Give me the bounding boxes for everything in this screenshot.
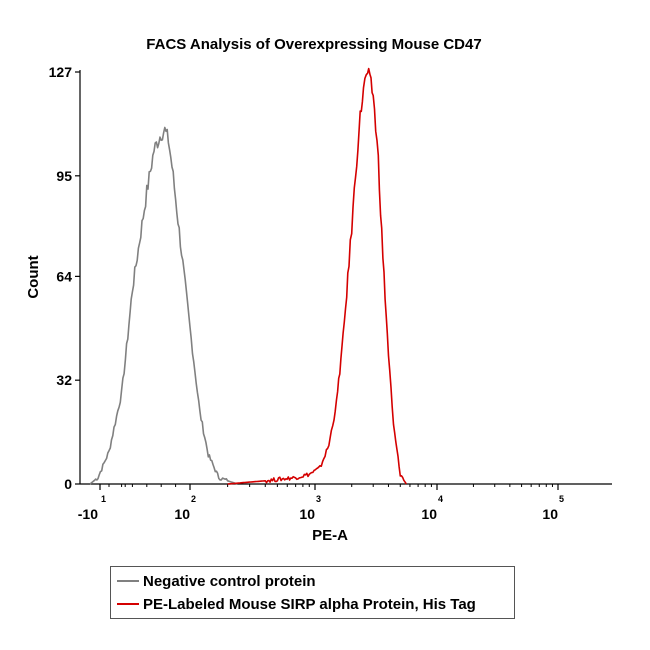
facs-histogram-chart: FACS Analysis of Overexpressing Mouse CD…	[25, 36, 612, 544]
x-tick-label: 10	[299, 506, 315, 522]
chart-title: FACS Analysis of Overexpressing Mouse CD…	[146, 36, 481, 53]
x-tick-label: -10	[78, 506, 98, 522]
legend-label: Negative control protein	[143, 572, 316, 590]
y-tick-label: 64	[56, 268, 72, 284]
series-line-sirp-alpha	[227, 67, 407, 485]
x-tick-label: 10	[542, 506, 558, 522]
y-tick-label: 0	[64, 476, 72, 492]
x-tick-exponent: 4	[438, 494, 443, 504]
legend-item-sirp-alpha: PE-Labeled Mouse SIRP alpha Protein, His…	[117, 594, 476, 614]
legend-swatch-red	[117, 603, 139, 605]
y-ticks: 0 32 64 95 127	[49, 64, 80, 492]
x-tick-exponent: 2	[191, 494, 196, 504]
y-tick-label: 127	[49, 64, 73, 80]
x-axis-label: PE-A	[312, 527, 348, 544]
legend-swatch-gray	[117, 580, 139, 582]
series-line-negative-control	[89, 126, 238, 485]
y-tick-label: 32	[56, 372, 72, 388]
x-tick-exponent: 5	[559, 494, 564, 504]
axes	[79, 70, 612, 485]
x-tick-exponent: 3	[316, 494, 321, 504]
y-axis-label: Count	[25, 255, 42, 298]
series-layer	[89, 67, 407, 485]
x-tick-label: 10	[174, 506, 190, 522]
chart-legend: Negative control protein PE-Labeled Mous…	[110, 566, 515, 619]
legend-item-negative-control: Negative control protein	[117, 571, 316, 591]
x-tick-exponent: 1	[101, 494, 106, 504]
x-tick-label: 10	[421, 506, 437, 522]
legend-label: PE-Labeled Mouse SIRP alpha Protein, His…	[143, 595, 476, 613]
y-tick-label: 95	[56, 168, 72, 184]
